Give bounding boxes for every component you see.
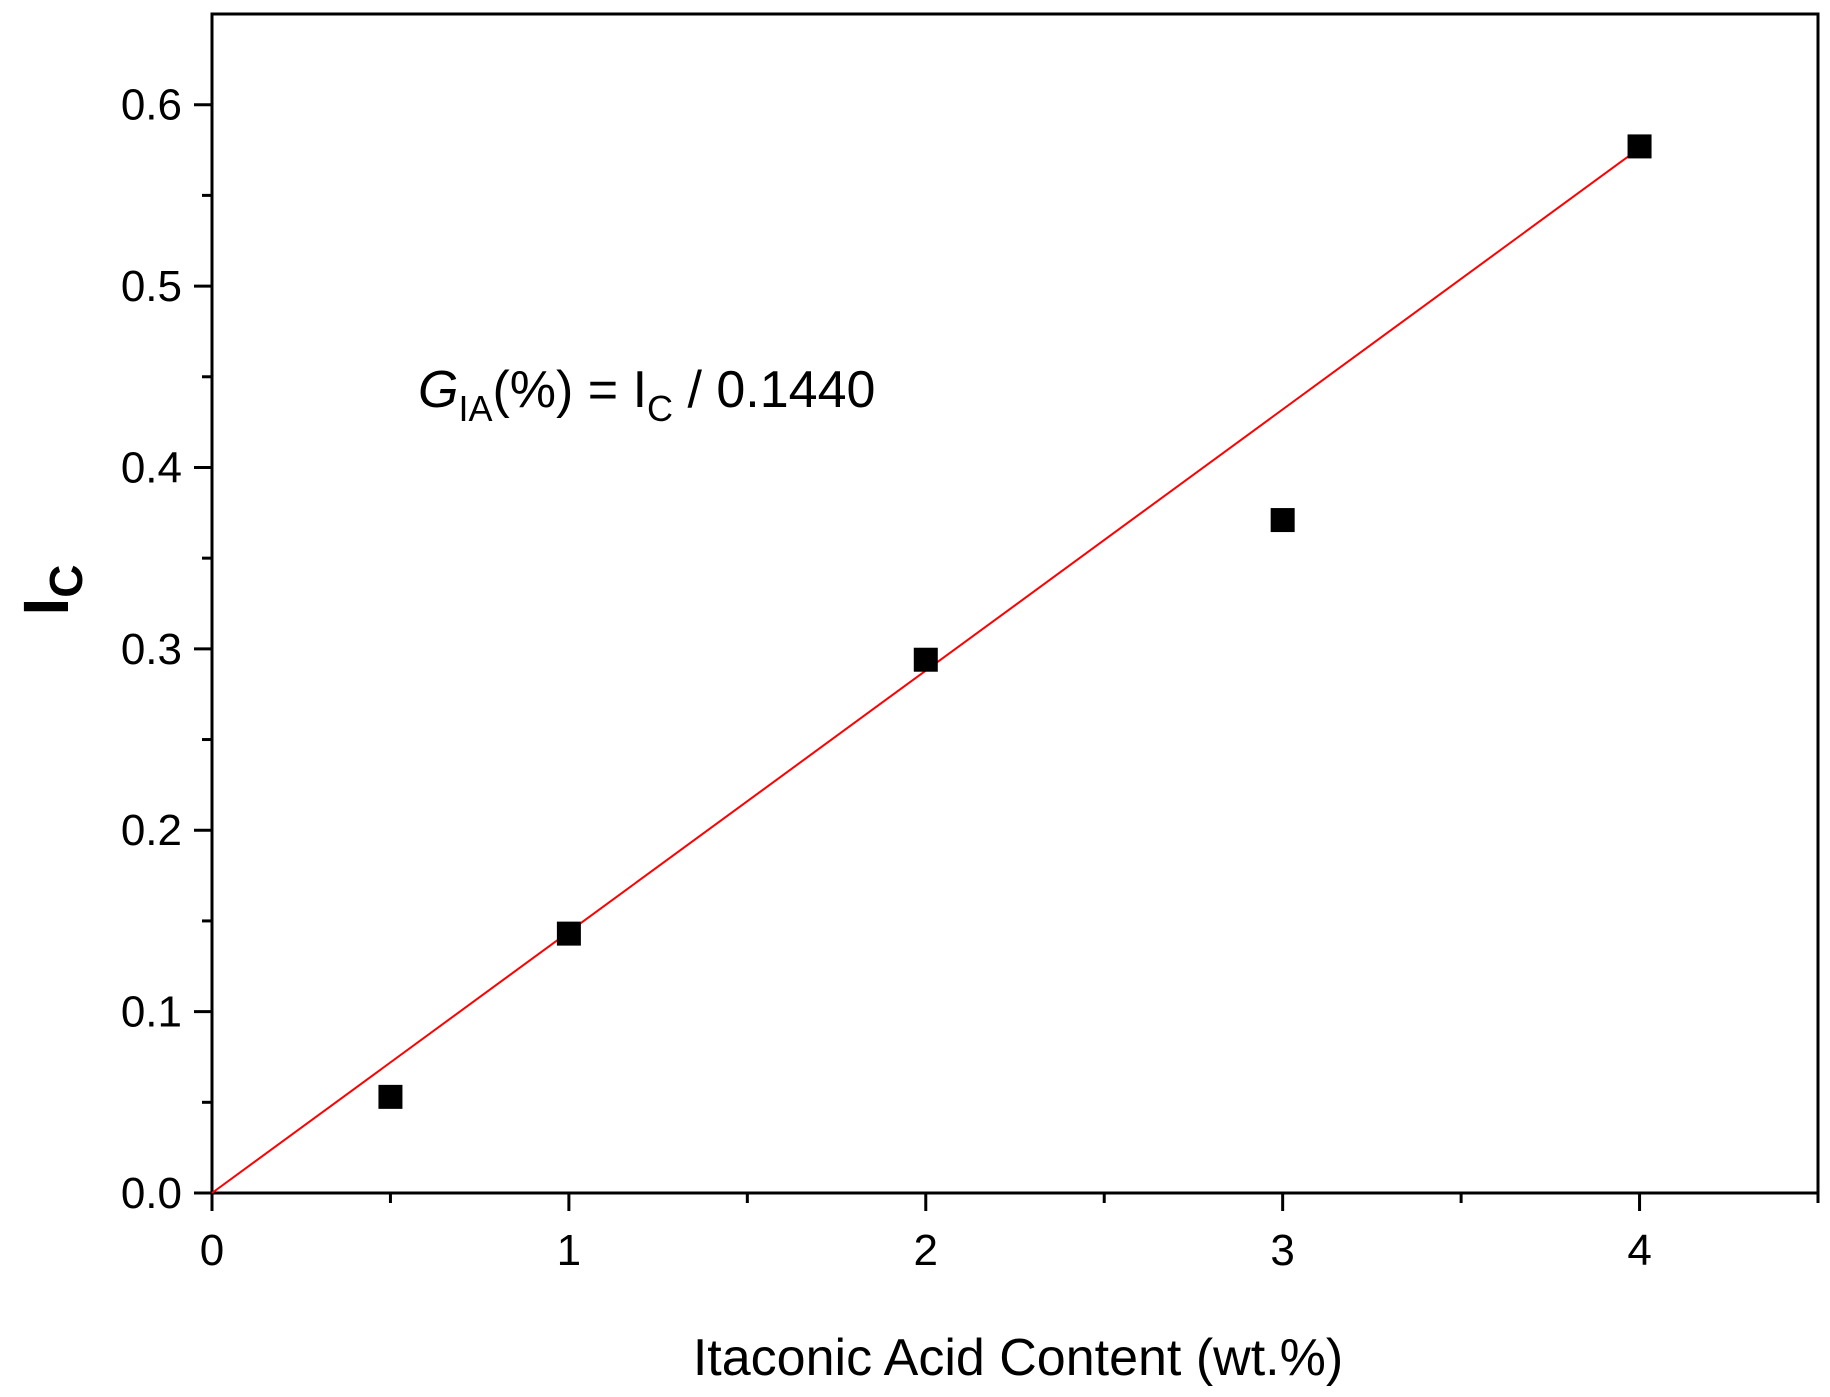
x-tick-label: 3 [1270, 1226, 1294, 1275]
x-tick-label: 0 [200, 1226, 224, 1275]
data-point [913, 647, 938, 672]
y-tick-label: 0.6 [121, 81, 182, 130]
annotation-g: G [418, 361, 458, 419]
y-tick-label: 0.5 [121, 262, 182, 311]
y-axis-ticks [194, 103, 212, 1195]
annotation-tail: / 0.1440 [673, 361, 875, 419]
annotation-sub-ia: IA [458, 388, 492, 429]
y-axis-title-sub: C [40, 564, 92, 597]
y-tick-label: 0.1 [121, 988, 182, 1037]
y-axis-tick-labels: 0.0 0.1 0.2 0.3 0.4 0.5 0.6 [121, 81, 182, 1218]
data-point [378, 1084, 403, 1109]
data-point [1270, 508, 1295, 533]
y-axis-title-main: I [10, 598, 82, 616]
data-points [378, 134, 1652, 1109]
y-tick-label: 0.2 [121, 806, 182, 855]
x-tick-label: 2 [914, 1226, 938, 1275]
x-tick-label: 1 [557, 1226, 581, 1275]
y-axis-title: IC [10, 564, 92, 615]
data-point [556, 921, 581, 946]
x-axis-ticks [210, 1193, 1820, 1211]
plot-frame [210, 12, 1820, 1195]
x-tick-label: 4 [1627, 1226, 1651, 1275]
y-tick-label: 0.0 [121, 1169, 182, 1218]
y-tick-label: 0.4 [121, 443, 182, 492]
y-tick-label: 0.3 [121, 625, 182, 674]
equation-annotation: GIA(%) = IC / 0.1440 [418, 361, 875, 429]
x-axis-title: Itaconic Acid Content (wt.%) [693, 1329, 1343, 1387]
data-point [1627, 134, 1652, 159]
annotation-sub-c: C [647, 388, 673, 429]
annotation-mid: (%) = I [492, 361, 647, 419]
x-axis-tick-labels: 0 1 2 3 4 [200, 1226, 1652, 1275]
